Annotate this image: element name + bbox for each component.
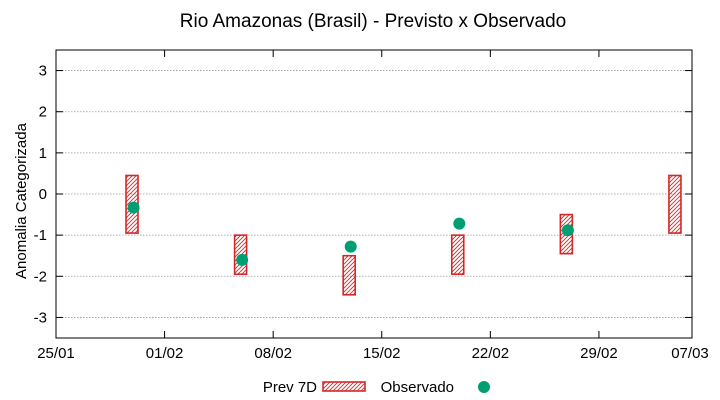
legend-swatch-prev xyxy=(322,381,366,392)
y-tick-label: 3 xyxy=(39,63,47,80)
legend: Prev 7D Observado xyxy=(263,379,490,396)
x-tick-label: 07/03 xyxy=(671,345,709,362)
plot-frame xyxy=(55,49,693,339)
x-tick-label: 08/02 xyxy=(254,345,292,362)
data-marks xyxy=(125,174,682,296)
observed-point xyxy=(344,240,357,253)
x-tick-label: 15/02 xyxy=(363,345,401,362)
y-tick-label: -1 xyxy=(34,227,47,244)
x-tick-label: 25/01 xyxy=(37,345,75,362)
legend-label-prev: Prev 7D xyxy=(263,379,317,396)
x-tick-label: 22/02 xyxy=(472,345,510,362)
x-tick-label: 29/02 xyxy=(580,345,618,362)
observed-point xyxy=(236,253,249,266)
observed-point xyxy=(453,217,466,230)
axis-ticks: -3 -2 -1 0 1 2 3 25/01 01/02 08/02 15/02 22/02 29/02… xyxy=(34,50,709,362)
y-tick-label: -3 xyxy=(34,309,47,326)
chart-title: Rio Amazonas (Brasil) - Previsto x Obser… xyxy=(180,11,566,32)
legend-label-obs: Observado xyxy=(381,379,454,396)
observed-point xyxy=(561,224,574,237)
y-tick-label: -2 xyxy=(34,268,47,285)
x-tick-label: 01/02 xyxy=(146,345,184,362)
legend-swatch-obs xyxy=(478,381,490,393)
y-tick-label: 2 xyxy=(39,104,47,121)
forecast-range-bar xyxy=(450,234,465,276)
observed-point xyxy=(127,201,140,214)
grid-lines xyxy=(56,70,692,318)
forecast-range-bar xyxy=(342,254,356,296)
forecast-range-bar xyxy=(668,174,682,234)
y-tick-label: 0 xyxy=(39,186,47,203)
y-tick-label: 1 xyxy=(39,145,47,162)
y-axis-label: Anomalia Categorizada xyxy=(13,122,30,279)
